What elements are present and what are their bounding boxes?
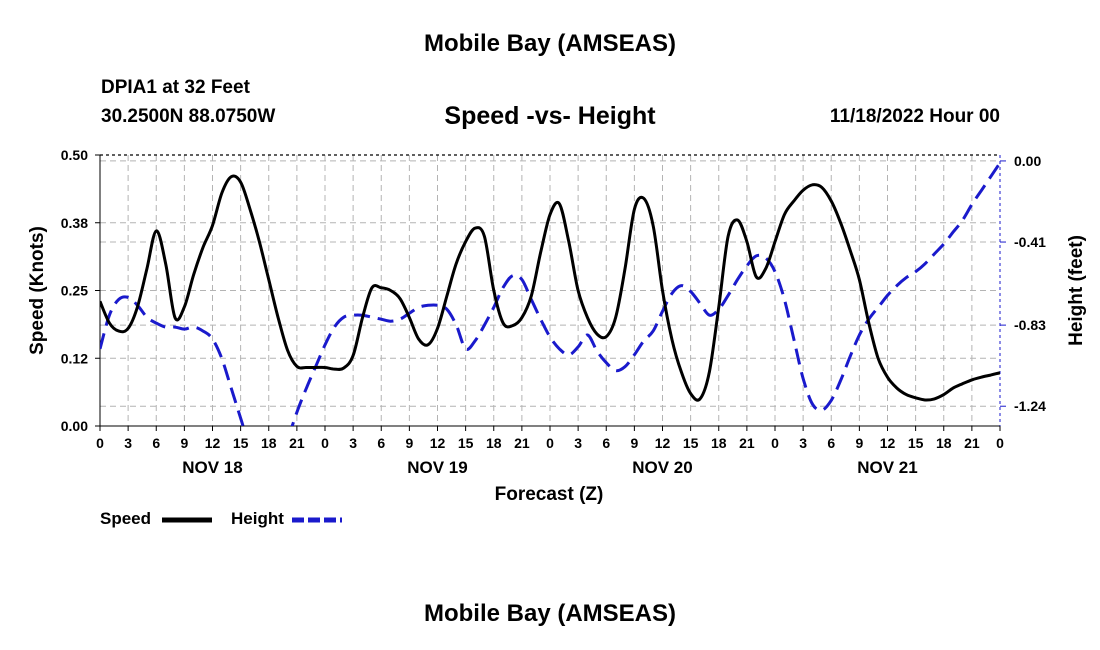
speed-series-line [100,174,1000,402]
y-tick-label: 0.00 [61,418,88,434]
x-tick-label: 9 [855,435,863,451]
x-tick-label: 0 [996,435,1004,451]
x-tick-label: 18 [936,435,952,451]
x-tick-label: 0 [546,435,554,451]
x-tick-label: 12 [655,435,671,451]
station-label: DPIA1 at 32 Feet [101,77,250,98]
x-tick-label: 18 [261,435,277,451]
x-tick-label: 12 [430,435,446,451]
x-tick-label: 6 [152,435,160,451]
x-tick-label: 9 [405,435,413,451]
forecast-datetime: 11/18/2022 Hour 00 [829,106,1000,127]
y-axis-title: Speed (Knots) [27,226,48,355]
y-tick-label: 0.12 [61,350,88,366]
y-tick-label: 0.38 [61,215,88,231]
x-tick-label: 12 [205,435,221,451]
x-tick-label: 3 [574,435,582,451]
height-series-line [100,162,1000,426]
y2-tick-label: -0.41 [1014,234,1046,250]
x-tick-label: 9 [630,435,638,451]
x-tick-label: 3 [799,435,807,451]
y2-tick-label: 0.00 [1014,153,1041,169]
y2-tick-label: -1.24 [1014,398,1046,414]
day-label: NOV 18 [182,458,242,477]
x-tick-label: 21 [964,435,980,451]
x-tick-label: 12 [880,435,896,451]
x-tick-label: 3 [349,435,357,451]
day-label: NOV 20 [632,458,692,477]
chart-subtitle: Speed -vs- Height [444,102,656,130]
x-tick-label: 21 [514,435,530,451]
y-tick-label: 0.50 [61,147,88,163]
x-tick-label: 0 [96,435,104,451]
x-tick-label: 15 [908,435,924,451]
y-tick-label: 0.25 [61,283,88,299]
day-label: NOV 21 [857,458,917,477]
coordinates-label: 30.2500N 88.0750W [101,106,276,127]
x-tick-label: 15 [683,435,699,451]
x-axis-title: Forecast (Z) [495,484,604,505]
x-tick-label: 3 [124,435,132,451]
x-tick-label: 21 [739,435,755,451]
legend-speed-label: Speed [100,509,152,528]
day-label: NOV 19 [407,458,467,477]
x-tick-label: 0 [321,435,329,451]
x-tick-label: 9 [180,435,188,451]
y2-tick-label: -0.83 [1014,317,1046,333]
x-tick-label: 21 [289,435,305,451]
x-tick-label: 6 [827,435,835,451]
legend-height-label: Height [231,509,284,528]
footer-title: Mobile Bay (AMSEAS) [423,600,677,627]
x-tick-label: 0 [771,435,779,451]
x-tick-label: 15 [458,435,474,451]
x-tick-label: 6 [602,435,610,451]
chart-main-title: Mobile Bay (AMSEAS) [423,30,677,57]
x-tick-label: 15 [233,435,249,451]
y2-axis-title: Height (feet) [1066,235,1087,346]
x-tick-label: 6 [377,435,385,451]
x-tick-label: 18 [711,435,727,451]
x-tick-label: 18 [486,435,502,451]
